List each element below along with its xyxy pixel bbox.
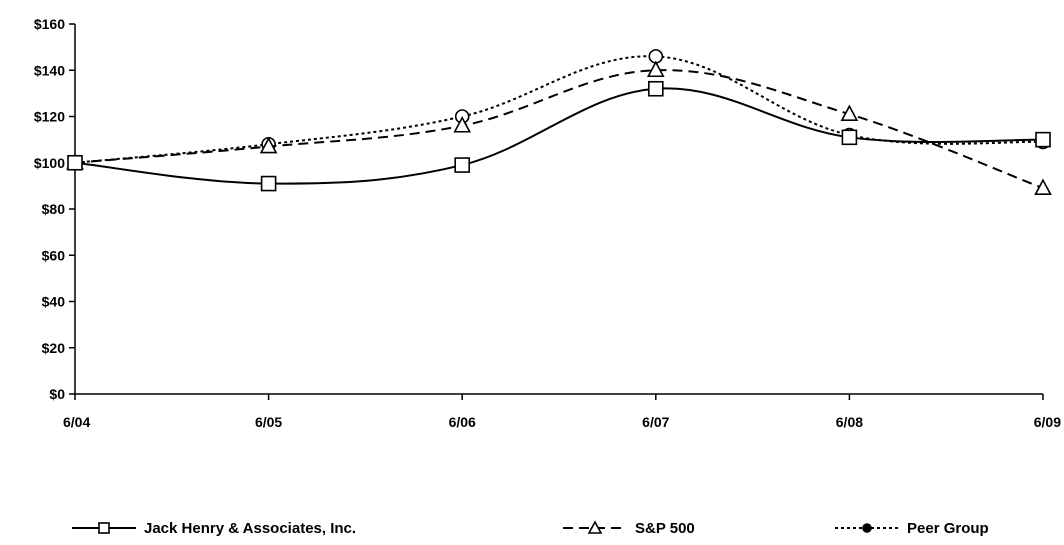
data-point-square xyxy=(454,157,471,173)
legend: Jack Henry & Associates, Inc. S&P 500 Peer… xyxy=(72,520,989,537)
series-line xyxy=(74,69,1044,190)
data-point-triangle xyxy=(259,136,278,154)
y-tick-label: $100 xyxy=(34,155,65,171)
axes: $0 $20 $40 $60 $80 $100 $120 $140 $160 6/04 6/05 6/… xyxy=(34,16,1061,430)
legend-entry: Jack Henry & Associates, Inc. xyxy=(72,520,356,537)
data-point-square xyxy=(67,154,83,171)
data-point-square xyxy=(647,80,664,97)
legend-label: S&P 500 xyxy=(635,520,695,537)
x-tick-label: 6/05 xyxy=(255,414,282,430)
y-tick-label: $80 xyxy=(42,201,66,217)
legend-entry: Peer Group xyxy=(835,520,989,537)
legend-entry: S&P 500 xyxy=(563,520,695,537)
y-tick-label: $120 xyxy=(34,109,65,125)
x-tick-label: 6/07 xyxy=(642,414,669,430)
legend-label: Jack Henry & Associates, Inc. xyxy=(144,520,356,537)
legend-label: Peer Group xyxy=(907,520,989,537)
x-tick-label: 6/08 xyxy=(836,414,863,430)
x-tick-label: 6/09 xyxy=(1034,414,1061,430)
y-tick-label: $20 xyxy=(42,340,66,356)
series-circle xyxy=(67,49,1051,171)
data-point-triangle xyxy=(840,104,859,121)
series-square xyxy=(67,80,1051,192)
legend-circle-marker xyxy=(862,523,872,533)
x-tick-label: 6/06 xyxy=(449,414,476,430)
y-tick-label: $0 xyxy=(49,386,65,402)
y-tick-label: $60 xyxy=(42,247,66,263)
y-tick-label: $160 xyxy=(34,16,65,32)
legend-square-marker xyxy=(98,522,110,534)
data-point-square xyxy=(841,129,858,146)
series-line xyxy=(74,87,1044,185)
y-tick-label: $40 xyxy=(42,294,66,310)
data-point-triangle xyxy=(1034,178,1052,195)
data-point-square xyxy=(1035,131,1051,148)
series-line xyxy=(74,55,1044,164)
data-point-square xyxy=(260,175,277,192)
data-point-triangle xyxy=(453,116,472,133)
y-tick-label: $140 xyxy=(34,62,65,78)
data-point-triangle xyxy=(646,60,665,78)
series-triangle xyxy=(66,60,1052,195)
legend-triangle-marker xyxy=(587,520,603,534)
x-tick-label: 6/04 xyxy=(63,414,90,430)
series-lines xyxy=(66,49,1052,195)
